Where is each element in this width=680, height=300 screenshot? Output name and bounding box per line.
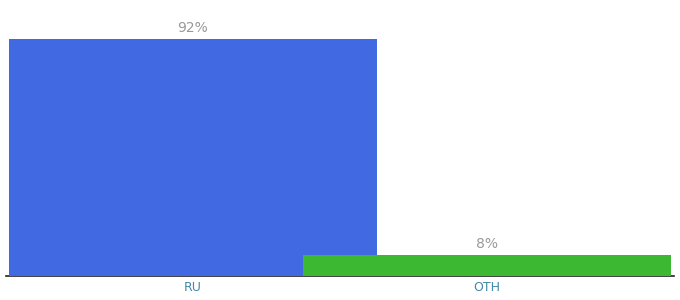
Text: 8%: 8% [476,237,498,251]
Bar [303,255,671,276]
Text: 92%: 92% [177,21,208,35]
Bar [9,39,377,276]
